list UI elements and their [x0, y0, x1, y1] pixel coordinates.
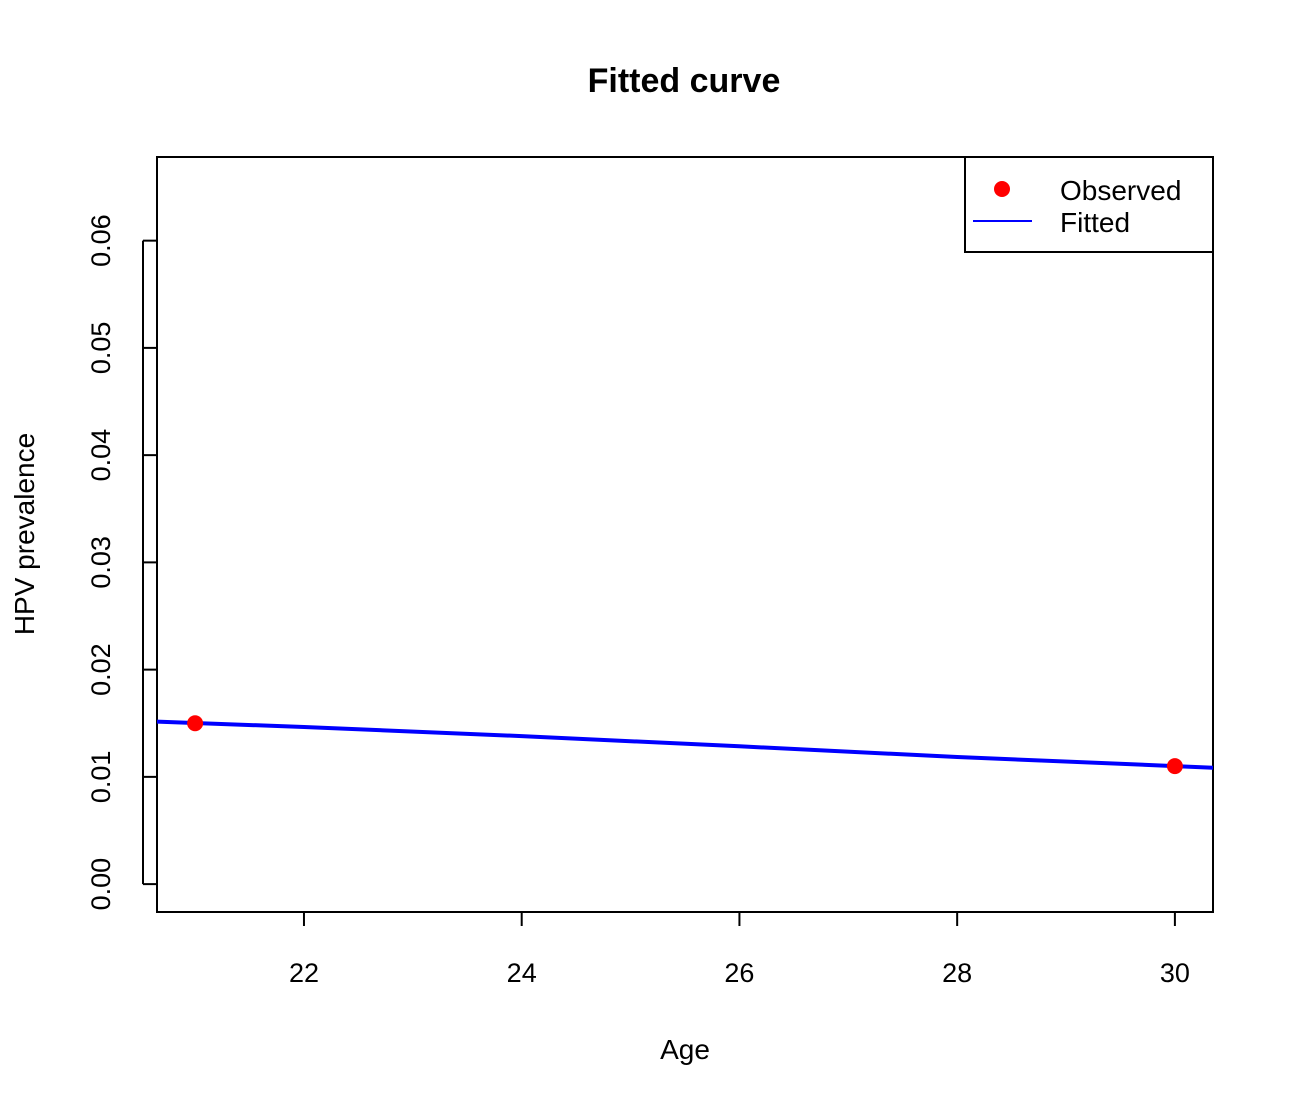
- legend-box: [964, 156, 1214, 253]
- chart-title: Fitted curve: [588, 62, 781, 100]
- legend-fitted-label: Fitted: [1060, 207, 1130, 238]
- series-layer: [156, 715, 1214, 775]
- observed-point: [187, 715, 204, 732]
- x-tick-label: 26: [724, 958, 754, 988]
- y-tick-label: 0.02: [86, 643, 116, 696]
- y-axis: 0.00 0.01 0.02 0.03 0.04 0.05 0.06: [86, 214, 157, 910]
- y-tick-label: 0.03: [86, 536, 116, 589]
- x-tick-label: 22: [289, 958, 319, 988]
- x-tick-label: 30: [1160, 958, 1190, 988]
- legend-observed-label: Observed: [1060, 175, 1181, 206]
- legend-observed-marker: [994, 181, 1010, 197]
- fitted-line: [156, 719, 1214, 770]
- legend: Observed Fitted: [964, 156, 1214, 253]
- y-axis-label: HPV prevalence: [9, 433, 40, 635]
- x-tick-label: 24: [507, 958, 537, 988]
- y-tick-label: 0.01: [86, 751, 116, 804]
- y-tick-label: 0.04: [86, 429, 116, 482]
- y-tick-label: 0.06: [86, 214, 116, 267]
- x-axis-label: Age: [660, 1034, 710, 1065]
- x-axis: 22 24 26 28 30: [289, 912, 1190, 988]
- x-tick-label: 28: [942, 958, 972, 988]
- y-tick-label: 0.00: [86, 858, 116, 911]
- plot-frame: [156, 156, 1214, 913]
- y-tick-label: 0.05: [86, 322, 116, 375]
- observed-point: [1166, 758, 1183, 775]
